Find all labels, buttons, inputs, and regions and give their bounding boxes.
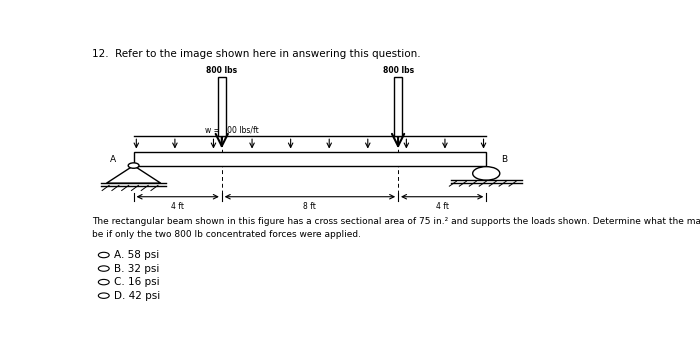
Circle shape [128, 163, 139, 168]
Circle shape [98, 252, 109, 258]
Circle shape [98, 293, 109, 298]
Polygon shape [106, 165, 161, 183]
Circle shape [98, 266, 109, 271]
Bar [134, 152, 486, 165]
Bar [218, 77, 225, 136]
Text: 4 ft: 4 ft [435, 202, 449, 210]
Bar [394, 77, 402, 136]
Text: B. 32 psi: B. 32 psi [113, 264, 159, 274]
Text: The rectangular beam shown in this figure has a cross sectional area of 75 in.² : The rectangular beam shown in this figur… [92, 217, 700, 239]
Circle shape [98, 279, 109, 285]
Text: 8 ft: 8 ft [304, 202, 316, 210]
Text: 4 ft: 4 ft [172, 202, 184, 210]
Text: B: B [501, 155, 508, 164]
Text: D. 42 psi: D. 42 psi [113, 291, 160, 301]
Text: 12.  Refer to the image shown here in answering this question.: 12. Refer to the image shown here in ans… [92, 49, 421, 59]
Circle shape [473, 166, 500, 180]
Text: A. 58 psi: A. 58 psi [113, 250, 159, 260]
Text: 800 lbs: 800 lbs [206, 66, 237, 75]
Text: A: A [110, 155, 116, 164]
Text: w = 100 lbs/ft: w = 100 lbs/ft [205, 125, 258, 134]
Text: C. 16 psi: C. 16 psi [113, 277, 159, 287]
Text: 800 lbs: 800 lbs [382, 66, 414, 75]
